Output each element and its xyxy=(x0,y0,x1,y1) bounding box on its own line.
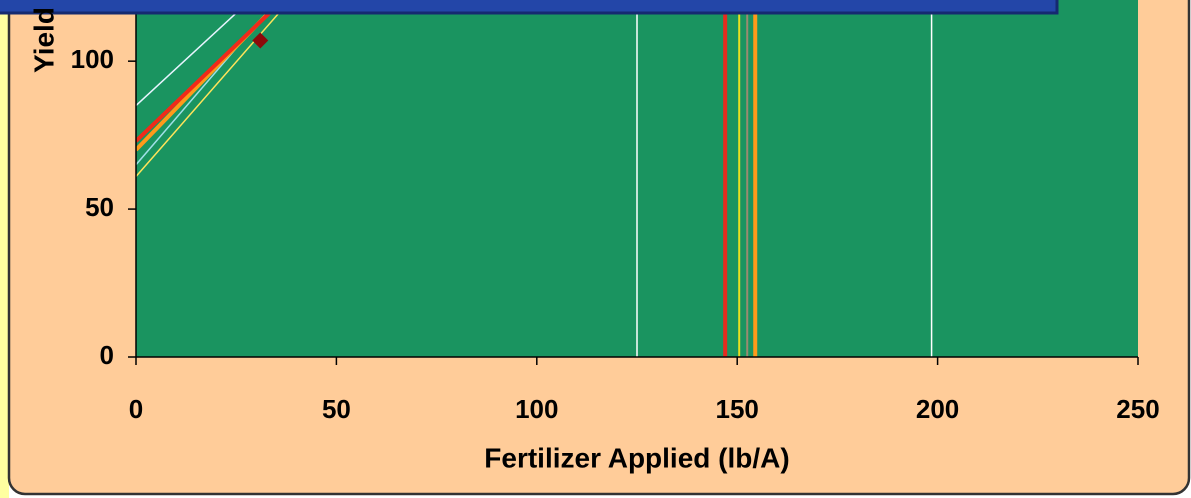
point-marker xyxy=(252,32,269,49)
x-tick-label: 250 xyxy=(1116,394,1159,424)
x-tick-label: 50 xyxy=(322,394,351,424)
y-tick-label: 100 xyxy=(71,44,114,74)
x-tick-label: 200 xyxy=(916,394,959,424)
plot-area: 0 50 100 0 50 100 150 200 250 xyxy=(71,0,1160,424)
y-tick-label: 50 xyxy=(85,192,114,222)
x-tick-label: 150 xyxy=(716,394,759,424)
series-line xyxy=(136,0,292,178)
x-tick-label: 0 xyxy=(129,394,143,424)
y-axis-label: Yield xyxy=(28,7,59,73)
x-tick-label: 100 xyxy=(515,394,558,424)
x-axis-label: Fertilizer Applied (lb/A) xyxy=(484,442,789,473)
series-line xyxy=(136,0,252,107)
y-tick-label: 0 xyxy=(100,340,114,370)
overlay-bar xyxy=(0,0,1059,15)
left-strip xyxy=(0,0,9,498)
